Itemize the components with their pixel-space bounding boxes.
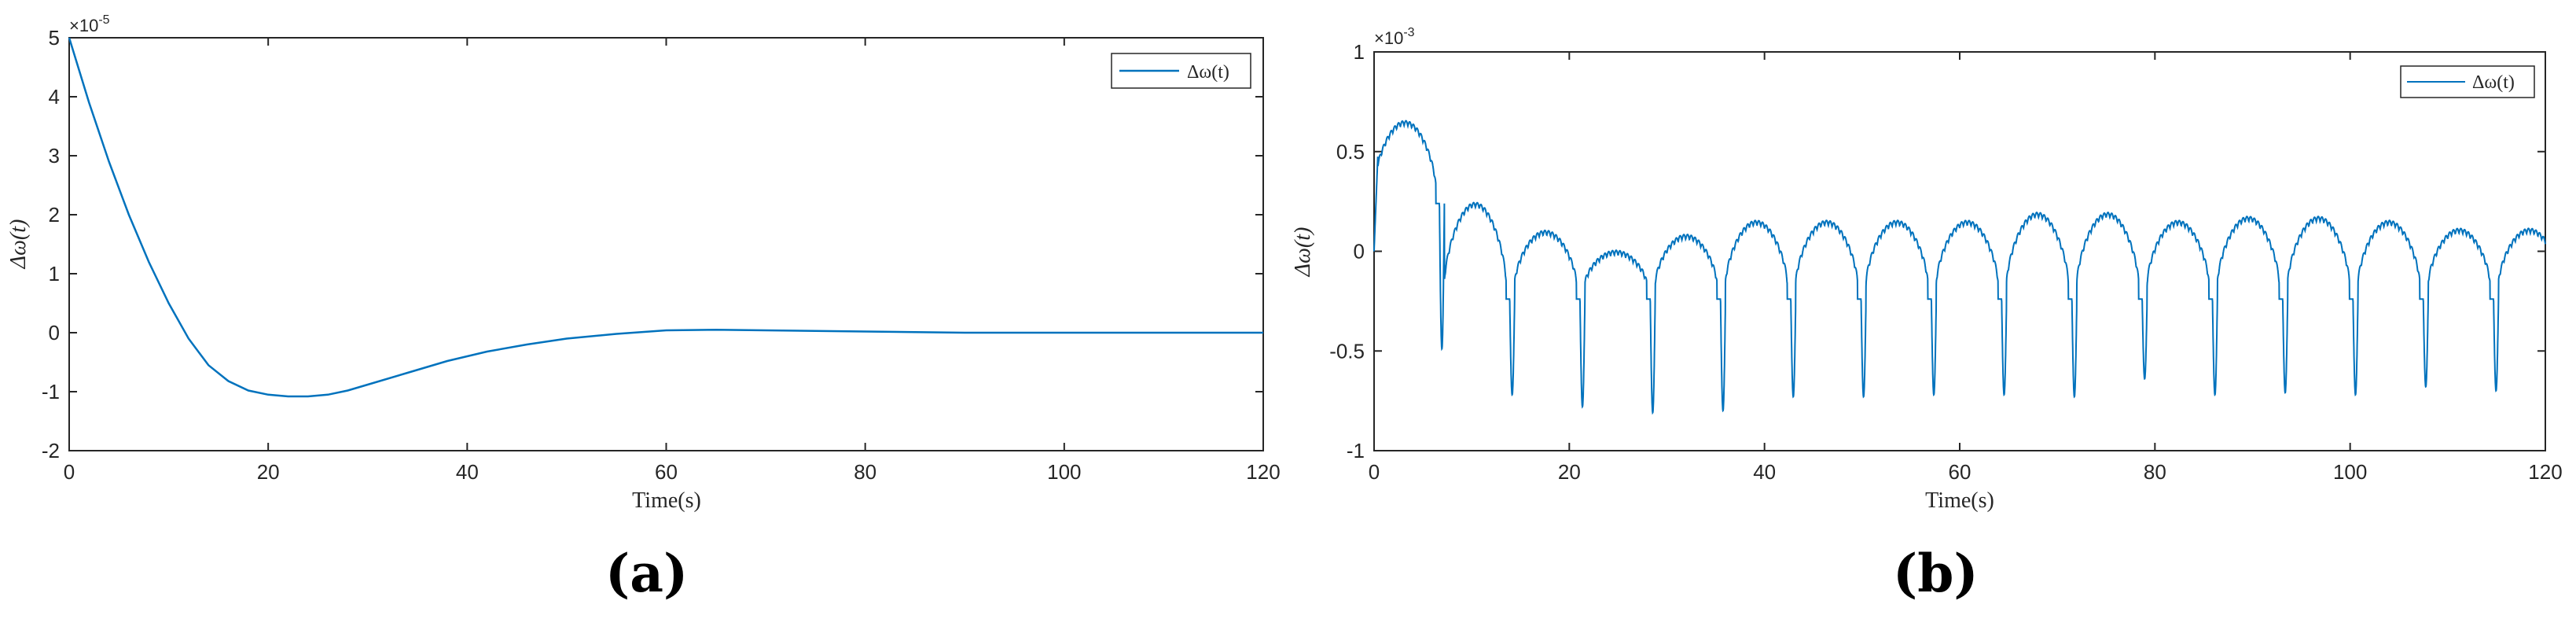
chart-b-legend: Δω(t) — [2400, 65, 2535, 98]
chart-a-y-ticks: -2 -1 0 1 2 3 4 5 — [42, 26, 1263, 462]
chart-a-y-tick-label: 3 — [49, 144, 60, 168]
chart-a-x-tick-label: 100 — [1047, 460, 1081, 484]
chart-a-legend: Δω(t) — [1111, 53, 1251, 89]
chart-a-y-tick-label: 0 — [49, 321, 60, 344]
chart-a-x-tick-label: 60 — [655, 460, 678, 484]
chart-a-y-tick-label: 1 — [49, 262, 60, 286]
panel-b-label: (b) — [1893, 543, 1979, 604]
chart-b-y-tick-label: -1 — [1347, 439, 1365, 462]
chart-a-y-exponent: ×10-5 — [69, 13, 110, 35]
chart-b-x-tick-label: 20 — [1558, 460, 1581, 484]
chart-b-y-tick-label: 0.5 — [1336, 140, 1365, 164]
chart-a-x-label: Time(s) — [632, 488, 701, 513]
chart-a-y-tick-label: 4 — [49, 85, 60, 109]
chart-a-x-tick-label: 80 — [854, 460, 876, 484]
chart-a-x-ticks: 0 20 40 60 80 100 120 — [64, 38, 1281, 484]
chart-b-y-exponent: ×10-3 — [1374, 26, 1415, 48]
chart-a-x-tick-label: 120 — [1246, 460, 1280, 484]
chart-a-legend-label: Δω(t) — [1187, 62, 1229, 83]
chart-b: -1 -0.5 0 0.5 1 0 20 40 60 80 100 120 ×10-3 Time(s… — [1291, 26, 2563, 513]
chart-b-x-tick-label: 100 — [2333, 460, 2367, 484]
panel-a-label: (a) — [605, 543, 689, 604]
chart-a-x-tick-label: 40 — [456, 460, 479, 484]
chart-b-y-tick-label: 1 — [1354, 40, 1365, 64]
chart-b-x-tick-label: 40 — [1753, 460, 1776, 484]
chart-b-series-line — [1373, 120, 2546, 415]
chart-a-y-tick-label: -1 — [42, 380, 60, 403]
chart-a-y-tick-label: -2 — [42, 439, 60, 462]
chart-b-y-tick-label: -0.5 — [1329, 339, 1365, 363]
chart-b-x-tick-label: 60 — [1949, 460, 1972, 484]
chart-b-x-label: Time(s) — [1925, 488, 1994, 513]
chart-b-x-tick-label: 0 — [1369, 460, 1380, 484]
chart-a: -2 -1 0 1 2 3 4 5 0 20 40 60 80 100 120 ×10-5 Time(s)… — [6, 13, 1281, 513]
chart-b-y-ticks: -1 -0.5 0 0.5 1 — [1329, 40, 2545, 462]
chart-a-x-tick-label: 0 — [64, 460, 75, 484]
chart-a-y-tick-label: 5 — [49, 26, 60, 50]
chart-a-series-line — [68, 37, 1263, 398]
chart-b-x-tick-label: 120 — [2528, 460, 2562, 484]
chart-a-x-tick-label: 20 — [257, 460, 280, 484]
chart-a-y-label: Δω(t) — [6, 219, 31, 270]
chart-b-x-tick-label: 80 — [2144, 460, 2166, 484]
chart-b-legend-label: Δω(t) — [2472, 72, 2515, 93]
chart-b-y-tick-label: 0 — [1354, 240, 1365, 263]
chart-a-axes-box — [68, 37, 1264, 451]
chart-a-y-tick-label: 2 — [49, 203, 60, 227]
chart-b-axes-box — [1373, 51, 2546, 451]
chart-b-y-label: Δω(t) — [1291, 227, 1315, 278]
chart-b-x-ticks: 0 20 40 60 80 100 120 — [1369, 52, 2563, 484]
